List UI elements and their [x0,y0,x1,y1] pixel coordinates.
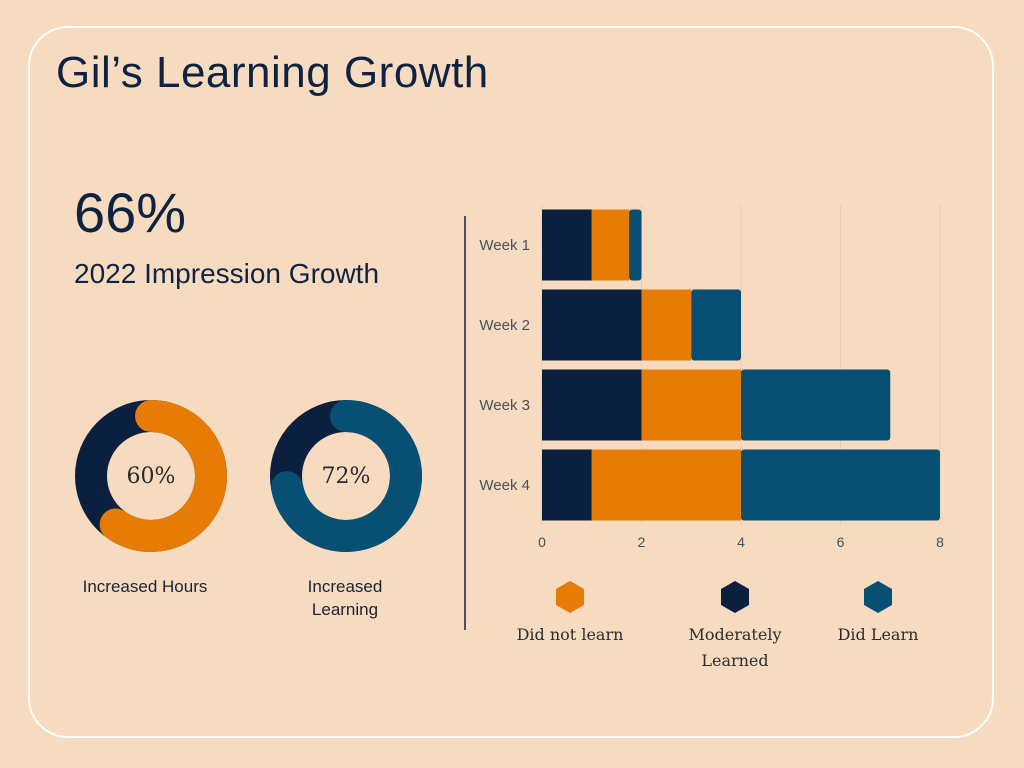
legend-item-did-not-learn: Did not learn [495,580,645,648]
legend-item-moderately-learned: Moderately Learned [660,580,810,674]
bar-segment [691,289,741,361]
category-label: Week 2 [479,317,530,334]
donut-fill [270,400,422,552]
category-label: Week 3 [479,397,530,414]
bar-segment [641,369,741,441]
legend-label: Moderately Learned [688,625,782,670]
bar-segment [591,449,741,521]
bar-segment [591,209,630,281]
legend-swatch [556,581,584,613]
bar-segment [542,209,592,281]
bar-segment [542,449,592,521]
card-frame [28,26,994,738]
x-tick-label: 0 [538,534,546,550]
hexagon-icon [864,581,892,613]
caption-line-1: Increased [307,577,383,596]
legend-swatch [721,581,749,613]
category-label: Week 1 [479,237,530,254]
legend-swatch [864,581,892,613]
legend-label: Did Learn [837,625,919,644]
bar-segment [641,289,692,361]
x-tick-label: 4 [737,534,745,550]
increased-learning-donut: 72% [270,400,422,552]
section-divider [464,216,466,630]
legend-item-did-learn: Did Learn [803,580,953,648]
hexagon-icon [556,581,584,613]
bar-segment [741,449,940,521]
category-label: Week 4 [479,477,530,494]
impression-growth-value: 66% [74,181,187,244]
donut-fill [75,400,227,552]
caption-line-2: Learning [311,600,379,619]
bar-segment [542,369,642,441]
increased-learning-caption: Increased Learning [250,575,440,621]
increased-hours-donut: 60% [75,400,227,552]
stacked-bar-chart: 0 2 4 6 8 Week 1 Week 2 Week 3 Week 4 [479,205,944,550]
page-title: Gil’s Learning Growth [56,48,489,97]
increased-hours-caption: Increased Hours [82,577,208,596]
bar-segment [629,209,642,281]
donut-percent-text: 60% [126,463,176,489]
legend-label: Did not learn [516,625,624,644]
x-tick-label: 6 [837,534,845,550]
bar-segment [542,289,642,361]
impression-growth-label: 2022 Impression Growth [74,258,380,289]
x-tick-label: 2 [638,534,646,550]
bar-segment [741,369,891,441]
donut-percent-text: 72% [321,463,371,489]
hexagon-icon [721,581,749,613]
x-tick-label: 8 [936,534,944,550]
